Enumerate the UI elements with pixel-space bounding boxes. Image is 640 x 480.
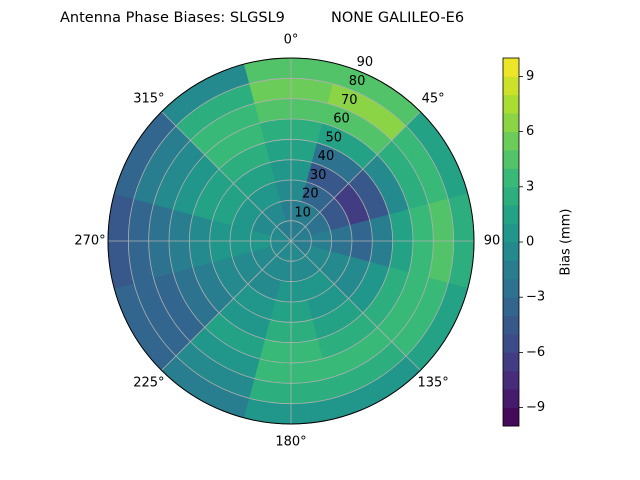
colorbar-band [503, 352, 519, 372]
radial-tick-label: 80 [349, 74, 366, 89]
colorbar-tick-label: −9 [526, 400, 545, 415]
angular-tick-label: 225° [133, 376, 164, 391]
colorbar-band [503, 278, 519, 298]
colorbar-band [503, 260, 519, 280]
colorbar-band [503, 223, 519, 243]
angular-tick-label: 180° [275, 435, 306, 450]
radial-tick-label: 30 [310, 168, 327, 183]
colorbar-tick-label: 3 [526, 179, 534, 194]
radial-tick-label: 40 [318, 149, 335, 164]
colorbar-tick-label: 0 [526, 235, 534, 250]
colorbar-band [503, 205, 519, 224]
radial-tick-label: 70 [341, 93, 358, 108]
radial-tick-label: 50 [325, 130, 342, 145]
colorbar-band [503, 315, 519, 335]
radial-tick-label: 90 [357, 55, 374, 70]
angular-tick-label: 135° [417, 376, 448, 391]
angular-grid-line [161, 111, 292, 242]
polar-frame [107, 57, 475, 425]
angular-grid-line [290, 111, 421, 242]
colorbar-band [503, 407, 519, 427]
colorbar-band [503, 334, 519, 353]
radial-tick-label: 60 [333, 112, 350, 127]
colorbar-band [503, 389, 519, 408]
radial-tick-label: 20 [302, 187, 319, 202]
angular-tick-label: 315° [133, 91, 164, 106]
angular-grid-line [290, 240, 421, 371]
colorbar-band [503, 131, 519, 151]
colorbar-band [503, 186, 519, 206]
angular-grid-line [161, 240, 292, 371]
angular-tick-label: 90 [484, 234, 501, 249]
colorbar-tick-label: 6 [526, 124, 534, 139]
colorbar-band [503, 150, 519, 169]
colorbar-band [503, 113, 519, 132]
radial-tick-label: 10 [294, 205, 311, 220]
chart-title: Antenna Phase Biases: SLGSL9 NONE GALILE… [60, 10, 464, 26]
colorbar-tick-label: 9 [526, 69, 534, 84]
colorbar-band [503, 242, 519, 261]
colorbar-band [503, 58, 519, 77]
colorbar-band [503, 168, 519, 188]
colorbar-tick-label: −6 [526, 345, 545, 360]
colorbar-tick-label: −3 [526, 290, 545, 305]
colorbar-label: Bias (mm) [559, 209, 574, 276]
colorbar-band [503, 76, 519, 96]
angular-tick-label: 0° [284, 33, 299, 48]
colorbar-band [503, 297, 519, 316]
colorbar-band [503, 94, 519, 114]
angular-tick-label: 270° [74, 234, 105, 249]
colorbar-band [503, 370, 519, 390]
angular-tick-label: 45° [422, 91, 445, 106]
